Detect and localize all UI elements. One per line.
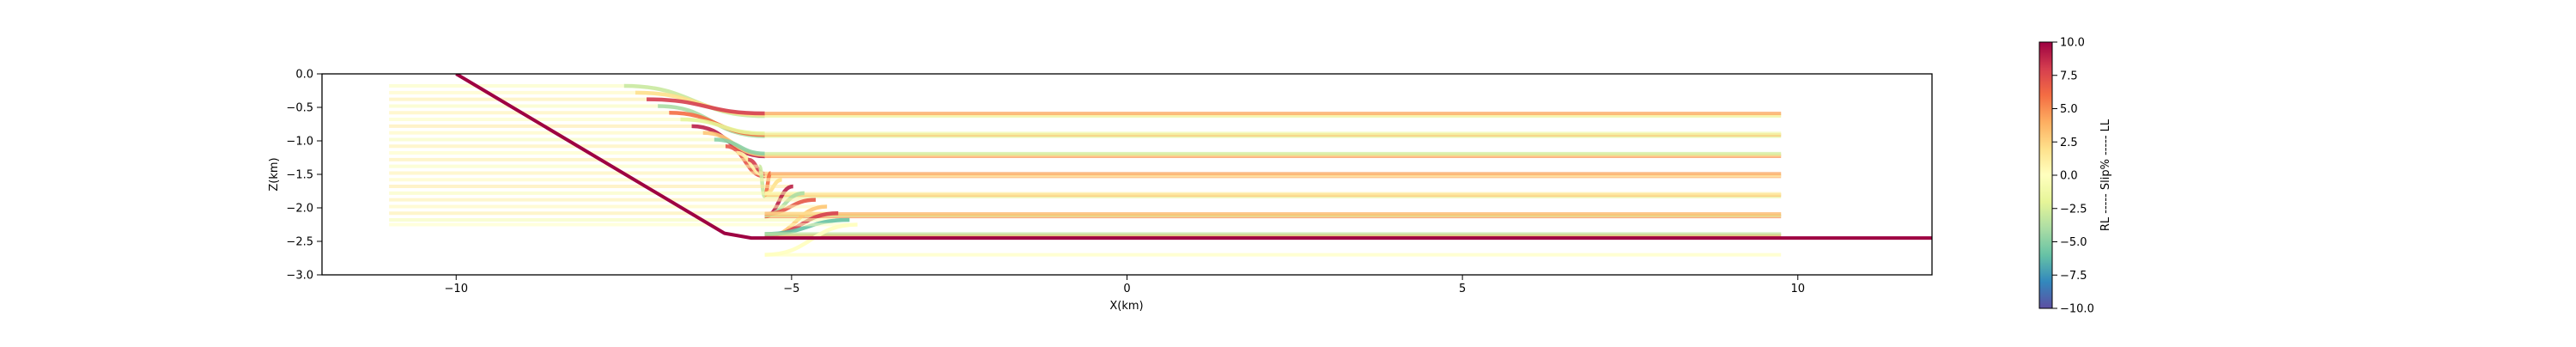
- stratum-bend: [680, 117, 765, 136]
- y-axis-label: Z(km): [268, 157, 281, 191]
- y-tick-label: −1.0: [286, 136, 313, 149]
- y-tick-label: −0.5: [286, 102, 313, 115]
- y-tick-label: −1.5: [286, 169, 313, 182]
- x-axis: −10 −5 0 5 10: [445, 275, 1805, 295]
- fault-line: [455, 74, 1932, 240]
- colorbar-tick-label: 5.0: [2060, 103, 2078, 116]
- x-tick-label: 0: [1123, 283, 1130, 295]
- colorbar-ticks: 10.0 7.5 5.0 2.5 0.0 −2.5 −5.0 −7.5 −10.0: [2052, 37, 2094, 316]
- x-tick-label: 5: [1459, 283, 1466, 295]
- stratum-bend: [714, 137, 765, 156]
- stratum-2: [389, 97, 1782, 116]
- stratum-8: [389, 137, 1782, 156]
- x-tick-label: 10: [1790, 283, 1805, 295]
- strata-layer: [389, 83, 1782, 257]
- colorbar-tick-label: 10.0: [2060, 37, 2085, 50]
- colorbar-tick-label: −2.5: [2060, 203, 2087, 216]
- colorbar-tick-label: 7.5: [2060, 70, 2078, 82]
- y-tick-label: −2.5: [286, 236, 313, 249]
- y-tick-label: −3.0: [286, 270, 313, 283]
- colorbar-tick-label: −7.5: [2060, 270, 2087, 283]
- y-tick-label: −2.0: [286, 203, 313, 216]
- colorbar-tick-label: 2.5: [2060, 137, 2078, 149]
- x-axis-label: X(km): [1109, 300, 1143, 313]
- colorbar-tick-label: −5.0: [2060, 236, 2087, 249]
- x-tick-label: −10: [445, 283, 468, 295]
- colorbar-tick-label: −10.0: [2060, 303, 2094, 316]
- stratum-20: [389, 217, 1782, 236]
- fault-layer: [455, 74, 1932, 240]
- y-axis: 0.0 −0.5 −1.0 −1.5 −2.0 −2.5 −3.0: [286, 69, 322, 283]
- y-tick-label: 0.0: [295, 69, 313, 82]
- stratum-bend: [647, 97, 765, 116]
- x-tick-label: −5: [783, 283, 799, 295]
- colorbar-tick-label: 0.0: [2060, 170, 2078, 183]
- colorbar-label: RL ----- Slip% ----- LL: [2099, 119, 2112, 231]
- colorbar: [2038, 41, 2053, 309]
